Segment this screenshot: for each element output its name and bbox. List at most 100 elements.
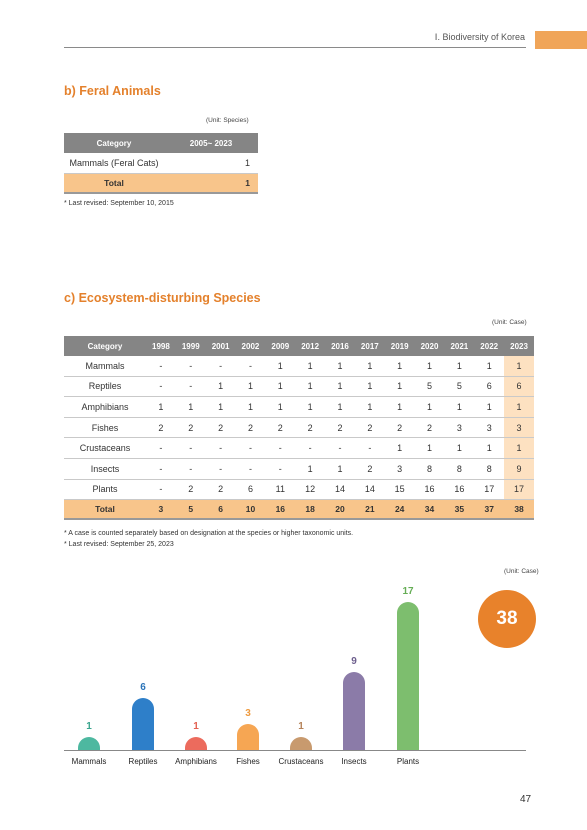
table-cell: 8 — [414, 458, 445, 480]
table-cell: - — [235, 437, 266, 459]
table-cell: 2 — [414, 417, 445, 439]
total-cell: 10 — [235, 499, 266, 521]
table-cell: 11 — [265, 479, 296, 501]
total-cell: 18 — [295, 499, 326, 521]
total-cell: 21 — [354, 499, 385, 521]
total-cell: 35 — [444, 499, 475, 521]
table-cell: 1 — [474, 437, 505, 459]
table-cell: 2 — [235, 417, 266, 439]
table-cell: 1 — [354, 356, 385, 377]
ecosystem-note-2: * Last revised: September 25, 2023 — [64, 541, 174, 548]
feral-row-value: 1 — [164, 153, 258, 174]
bar-value-label: 17 — [402, 586, 414, 597]
total-circle: 38 — [478, 590, 536, 648]
table-cell: 5 — [444, 376, 475, 398]
table-cell: 1 — [384, 396, 415, 418]
total-cell: 3 — [146, 499, 176, 521]
category-label: Reptiles — [128, 757, 158, 766]
total-cell: 37 — [474, 499, 505, 521]
table-cell: 1 — [265, 376, 296, 398]
total-cell: 38 — [504, 499, 534, 521]
eco-col-year: 2009 — [265, 336, 296, 356]
table-row: Crustaceans - - - - - - - -1 1 1 1 1 — [64, 437, 534, 459]
total-cell: 34 — [414, 499, 445, 521]
table-cell: 9 — [504, 458, 534, 480]
table-cell: 1 — [205, 396, 236, 418]
table-row: Plants -2 2 6 11 12 14 14 15 16 16 17 17 — [64, 479, 534, 501]
table-cell: 16 — [444, 479, 475, 501]
table-cell: 14 — [325, 479, 355, 501]
eco-col-year: 1998 — [146, 336, 176, 356]
table-cell: 3 — [444, 417, 475, 439]
table-cell: 1 — [265, 356, 296, 377]
table-cell: 1 — [235, 376, 266, 398]
chart-unit: (Unit: Case) — [504, 568, 539, 575]
row-label: Fishes — [64, 417, 146, 439]
table-cell: - — [146, 479, 176, 501]
table-row: Insects - - - - -1 1 2 3 8 8 8 9 — [64, 458, 534, 480]
chart-baseline — [64, 750, 526, 751]
table-cell: 6 — [235, 479, 266, 501]
eco-col-year: 2021 — [444, 336, 475, 356]
table-cell: 1 — [444, 396, 475, 418]
total-cell: 5 — [175, 499, 206, 521]
table-cell: - — [175, 437, 206, 459]
eco-col-year: 2016 — [325, 336, 355, 356]
bar — [185, 737, 207, 750]
eco-col-year: 2002 — [235, 336, 266, 356]
table-cell: - — [325, 437, 355, 459]
table-cell: 1 — [354, 376, 385, 398]
bar-value-label: 6 — [140, 682, 146, 693]
table-cell: 1 — [414, 356, 445, 377]
table-cell: 6 — [504, 376, 534, 398]
table-cell: 3 — [474, 417, 505, 439]
table-cell: 1 — [444, 356, 475, 377]
eco-col-year: 2012 — [295, 336, 326, 356]
row-label: Reptiles — [64, 376, 146, 398]
table-cell: 3 — [384, 458, 415, 480]
ecosystem-title: c) Ecosystem-disturbing Species — [64, 291, 261, 305]
bar-value-label: 1 — [86, 721, 92, 732]
table-cell: 1 — [295, 396, 326, 418]
total-cell: 24 — [384, 499, 415, 521]
category-label: Amphibians — [175, 757, 217, 766]
feral-col-category: Category — [64, 133, 164, 153]
table-cell: - — [175, 458, 206, 480]
eco-col-year: 1999 — [175, 336, 206, 356]
table-cell: 2 — [175, 479, 206, 501]
feral-total-value: 1 — [164, 173, 258, 194]
table-cell: - — [146, 376, 176, 398]
total-label: Total — [64, 499, 146, 521]
feral-col-period: 2005~ 2023 — [164, 133, 258, 153]
feral-total-label: Total — [64, 173, 164, 194]
bar — [343, 672, 365, 750]
table-cell: 1 — [474, 356, 505, 377]
table-row: Mammals - - - -1 1 1 1 1 1 1 1 1 — [64, 356, 534, 377]
row-label: Mammals — [64, 356, 146, 377]
feral-note: * Last revised: September 10, 2015 — [64, 200, 174, 207]
eco-col-category: Category — [64, 336, 146, 356]
table-cell: - — [205, 356, 236, 377]
table-cell: 2 — [205, 479, 236, 501]
table-cell: 1 — [325, 376, 355, 398]
table-cell: 2 — [205, 417, 236, 439]
table-cell: 1 — [235, 396, 266, 418]
bar — [397, 602, 419, 750]
bar — [132, 698, 154, 750]
table-cell: 1 — [474, 396, 505, 418]
table-cell: 8 — [444, 458, 475, 480]
table-cell: 1 — [504, 356, 534, 377]
bar-value-label: 3 — [245, 708, 251, 719]
row-label: Insects — [64, 458, 146, 480]
table-cell: 1 — [354, 396, 385, 418]
table-cell: 12 — [295, 479, 326, 501]
table-row: Reptiles - -1 1 1 1 1 1 1 5 5 6 6 — [64, 376, 534, 398]
category-label: Crustaceans — [278, 757, 324, 766]
table-cell: 1 — [175, 396, 206, 418]
bar — [237, 724, 259, 750]
bar — [78, 737, 100, 750]
table-cell: 1 — [504, 437, 534, 459]
table-cell: 1 — [295, 458, 326, 480]
bar — [290, 737, 312, 750]
table-cell: - — [265, 437, 296, 459]
